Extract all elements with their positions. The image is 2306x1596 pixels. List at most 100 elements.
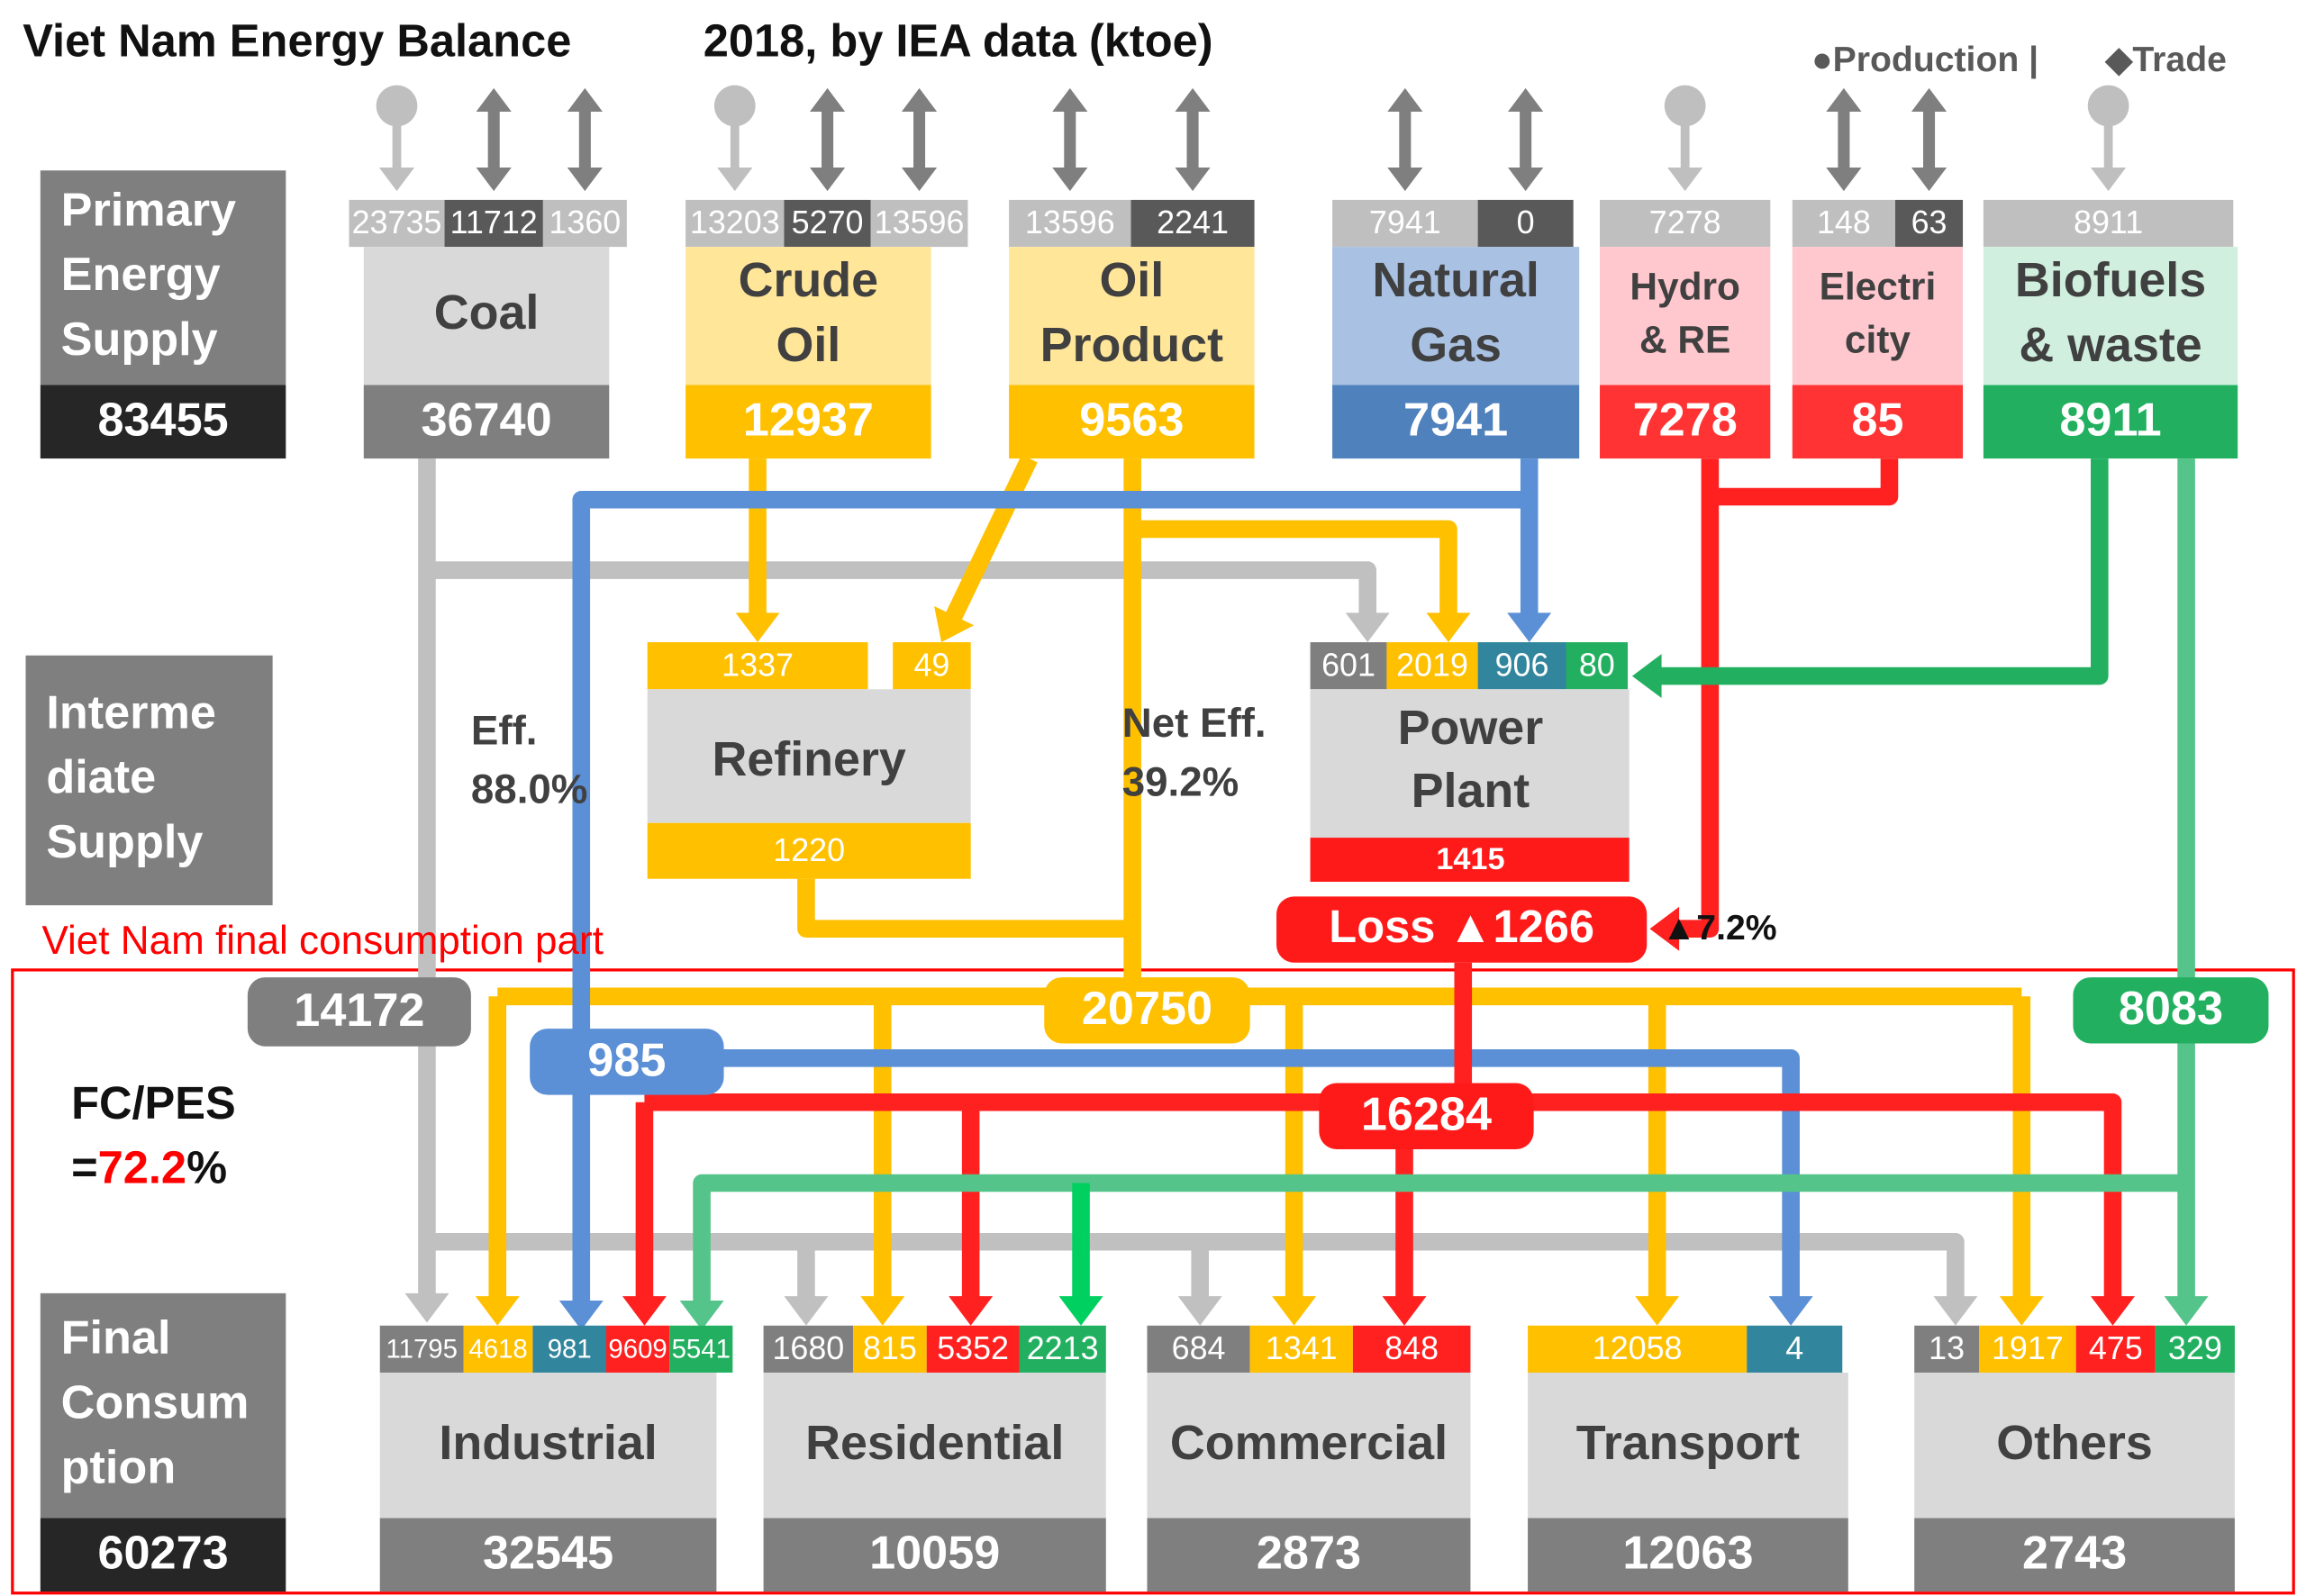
arrow-head	[1175, 87, 1211, 113]
sink-box	[763, 1372, 1106, 1519]
input-cell	[853, 1325, 927, 1373]
input-cell	[1747, 1325, 1843, 1373]
flow-label: 14172	[294, 984, 424, 1037]
sink-total-box	[1528, 1518, 1848, 1592]
input-cell	[1009, 199, 1131, 248]
input-cell	[2075, 1325, 2156, 1373]
source-name: Gas	[1410, 318, 1502, 372]
flow-line	[426, 561, 1377, 625]
row-label: Interme	[46, 686, 216, 739]
power-plant-output-box	[1310, 838, 1630, 883]
sink-name: Residential	[805, 1416, 1064, 1470]
sink-total: 2743	[2022, 1528, 2127, 1580]
input-cell	[669, 1325, 733, 1373]
arrow-head	[1999, 1296, 2044, 1326]
arrow-head	[475, 1296, 520, 1326]
arrow-head	[2091, 168, 2127, 192]
source-box	[1332, 247, 1580, 385]
input-value: 11795	[386, 1334, 458, 1364]
sink-total-box	[1147, 1518, 1471, 1592]
arrow-head	[1058, 1296, 1103, 1326]
title: Viet Nam Energy Balance	[23, 14, 571, 66]
input-value: 7278	[1649, 204, 1721, 240]
flow-label-box	[530, 1029, 724, 1095]
input-value: 4618	[468, 1334, 527, 1364]
input-value: 981	[548, 1334, 592, 1364]
arrow-head	[558, 1301, 604, 1330]
arrow-head	[1768, 1296, 1813, 1326]
input-value: 684	[1172, 1330, 1226, 1366]
row-label: Primary	[61, 184, 236, 236]
row-label-box	[25, 655, 273, 906]
sink-name: Commercial	[1170, 1416, 1448, 1470]
legend-entry: ●Production |	[1811, 41, 2038, 79]
input-value: 13203	[690, 204, 780, 240]
sink-total: 32545	[483, 1528, 613, 1580]
arrow-head	[784, 1296, 829, 1326]
input-value: 475	[2089, 1330, 2143, 1366]
input-cell	[606, 1325, 670, 1373]
efficiency-note: 39.2%	[1122, 758, 1239, 804]
source-total-box	[363, 385, 610, 459]
production-icon	[713, 85, 756, 127]
arrow-head	[901, 168, 938, 192]
input-value: 13	[1929, 1330, 1965, 1366]
sink-name: Transport	[1576, 1416, 1800, 1470]
arrow-head	[1387, 87, 1423, 113]
power-plant-name: Power	[1398, 701, 1544, 755]
arrow-head	[476, 87, 512, 113]
input-cell	[1130, 199, 1255, 248]
input-value: 1337	[722, 647, 794, 683]
input-cell	[1600, 199, 1771, 248]
source-total-box	[1792, 385, 1964, 459]
arrow-head	[810, 87, 846, 113]
sink-total-box	[379, 1518, 717, 1592]
input-cell	[1477, 642, 1566, 690]
flow-label: 985	[587, 1034, 666, 1086]
input-cell	[926, 1325, 1020, 1373]
input-value: 5352	[937, 1330, 1009, 1366]
refinery-name: Refinery	[712, 732, 905, 786]
production-icon	[376, 85, 418, 127]
input-value: 148	[1817, 204, 1871, 240]
arrow-head	[934, 606, 975, 643]
source-name: Natural	[1372, 253, 1539, 307]
arrow-head	[1826, 87, 1862, 113]
arrow-head	[622, 1296, 667, 1326]
row-total-box	[40, 1518, 286, 1592]
fc-pes-prefix: =	[71, 1142, 98, 1193]
flow-label: 16284	[1361, 1089, 1492, 1141]
arrow-head	[1933, 1296, 1978, 1326]
sink-box	[1147, 1372, 1471, 1519]
arrow-head	[1649, 906, 1680, 951]
input-value: 1917	[1992, 1330, 2064, 1366]
row-label: Supply	[61, 313, 218, 366]
sink-box	[379, 1372, 717, 1519]
arrow-head	[1177, 1296, 1222, 1326]
input-value: 80	[1579, 647, 1615, 683]
input-value: 63	[1911, 204, 1947, 240]
input-value: 12058	[1593, 1330, 1683, 1366]
arrow-head	[2091, 1296, 2135, 1326]
arrow-head	[1507, 612, 1552, 643]
row-total-box	[40, 385, 286, 459]
row-total: 60273	[97, 1528, 228, 1580]
arrow-head	[1667, 168, 1703, 192]
flow-label: 20750	[1082, 983, 1212, 1035]
flow-line	[1132, 520, 1457, 625]
loss-box	[1276, 896, 1648, 963]
efficiency-note: Eff.	[471, 707, 538, 753]
source-total: 7941	[1403, 394, 1508, 447]
production-icon	[2087, 85, 2129, 127]
input-value: 2241	[1157, 204, 1229, 240]
source-name: Hydro	[1630, 266, 1740, 308]
input-cell	[893, 642, 971, 690]
arrow-head	[476, 168, 512, 192]
input-cell	[1528, 1325, 1748, 1373]
arrow-head	[810, 168, 846, 192]
input-cell	[763, 1325, 854, 1373]
input-value: 601	[1321, 647, 1375, 683]
source-name: & waste	[2019, 318, 2202, 372]
input-value: 49	[913, 647, 949, 683]
